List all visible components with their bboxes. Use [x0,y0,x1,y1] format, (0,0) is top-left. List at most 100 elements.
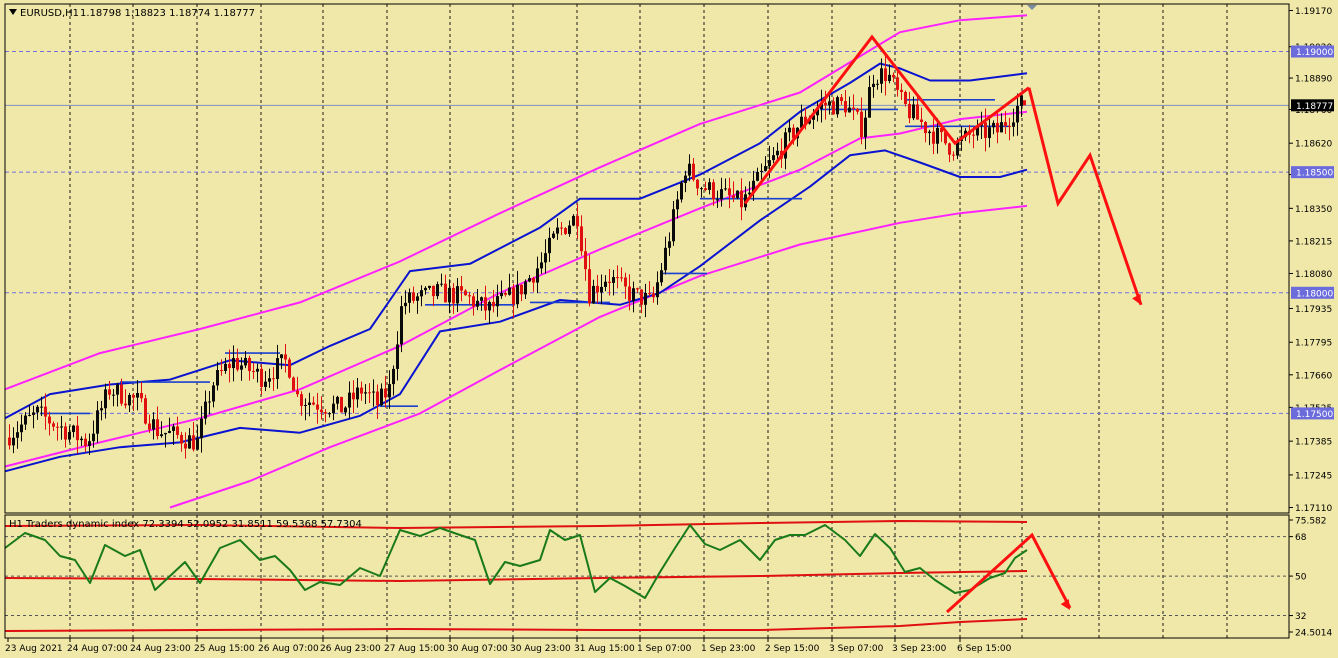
candle-body [544,253,547,263]
candle-body [12,437,15,446]
candle-body [708,182,711,190]
candle-body [88,441,91,446]
candle-body [132,395,135,398]
candle-body [552,233,555,238]
tdi-tick-label: 50 [1295,573,1307,583]
candle-body [228,363,231,369]
channel-lines [4,14,1028,509]
candle-body [928,131,931,134]
channel-mid [4,110,1028,468]
candle-body [280,354,283,359]
tdi-forecast-path [945,532,1072,614]
y-tick-label: 1.18350 [1295,205,1332,215]
candle-body [288,359,291,378]
current-price-label: 1.18777 [1296,102,1333,112]
candle-body [760,170,763,173]
level-price-tag [1291,45,1334,58]
candle-body [892,74,895,78]
candle-body [624,277,627,287]
candle-body [812,115,815,120]
candle-body [252,371,255,373]
candle-body [772,155,775,161]
candle-body [988,127,991,138]
y-tick-label: 1.18080 [1295,270,1332,280]
candle-body [992,122,995,128]
candle-body [388,384,391,398]
candle-body [180,434,183,444]
candle-body [692,163,695,180]
level-price-label: 1.19000 [1296,48,1333,58]
candle-body [1000,122,1003,133]
candle-body [856,108,859,112]
candle-body [832,101,835,115]
candle-body [236,358,239,370]
candle-body [888,74,891,82]
symbol-label: EURUSD,H1 [20,8,79,19]
candle-body [60,426,63,428]
candle-body [496,296,499,307]
candle-body [312,402,315,405]
candle-body [428,285,431,288]
candle-body [804,116,807,124]
price-levels [5,51,1289,414]
x-tick-label: 2 Sep 15:00 [765,644,820,654]
candle-body [28,414,31,416]
ohlc-label: 1.18798 1.18823 1.18774 1.18777 [80,8,255,19]
candle-body [612,277,615,283]
candle-body [116,384,119,395]
candle-body [668,241,671,248]
candle-body [320,409,323,413]
candle-body [148,423,151,430]
candle-body [432,285,435,297]
candle-body [912,104,915,119]
candle-body [508,287,511,295]
candle-body [492,301,495,307]
tdi-tick-label: 68 [1295,533,1307,543]
x-tick-label: 31 Aug 15:00 [574,644,635,654]
candle-body [860,111,863,138]
candle-body [864,117,867,138]
chart-menu-arrow-icon[interactable] [9,9,17,15]
y-tick-label: 1.18890 [1295,75,1332,85]
candle-body [548,237,551,254]
candle-body [20,424,23,433]
candle-body [532,278,535,283]
candle-body [76,425,79,441]
candle-body [232,358,235,369]
candle-body [540,262,543,269]
y-tick-label: 1.18215 [1295,237,1332,247]
candle-body [436,284,439,297]
candle-body [372,391,375,393]
candle-body [896,77,899,90]
candle-body [424,287,427,291]
candle-body [324,412,327,414]
candle-body [628,286,631,301]
candle-body [216,370,219,386]
candle-body [124,403,127,406]
candle-body [356,387,359,400]
candle-body [584,251,587,270]
y-tick-label: 1.17935 [1295,305,1332,315]
candle-body [48,416,51,424]
candle-body [1008,125,1011,127]
candle-body [264,381,267,387]
candle-body [788,127,791,133]
candle-body [332,403,335,414]
candle-body [480,297,483,301]
candle-body [440,283,443,285]
candle-body [52,423,55,427]
forecast-arrow-head-icon [1132,293,1141,305]
candle-body [272,378,275,380]
candle-body [876,83,879,85]
candle-body [340,396,343,413]
candle-body [224,363,227,371]
current-price-tag [1291,99,1334,112]
candle-body [660,270,663,283]
candle-body [764,166,767,171]
candle-body [448,287,451,303]
candlesticks [8,54,1026,459]
candle-body [944,132,947,144]
scroll-marker-icon[interactable] [1027,5,1037,10]
candle-body [808,119,811,124]
